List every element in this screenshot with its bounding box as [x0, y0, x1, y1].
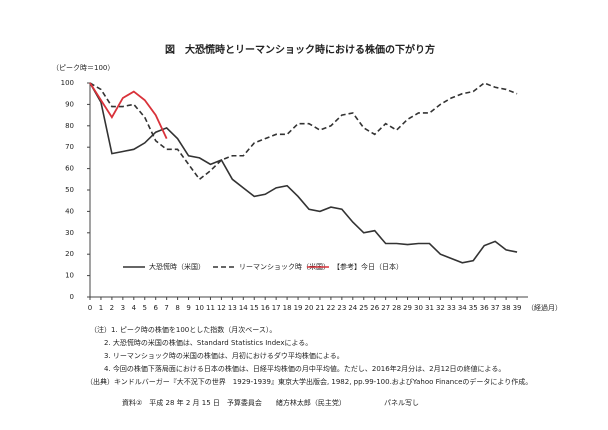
x-tick-label: 2 — [110, 304, 114, 312]
note: 2. 大恐慌時の米国の株価は、Standard Statistics Index… — [104, 338, 312, 347]
x-tick-label: 0 — [88, 304, 92, 312]
x-tick-label: 19 — [294, 304, 303, 312]
x-tick-label: 11 — [206, 304, 215, 312]
x-tick-label: 18 — [283, 304, 292, 312]
x-tick-label: 1 — [99, 304, 103, 312]
note: （出典）キンドルバーガー『大不況下の世界 1929-1939』東京大学出版会, … — [86, 377, 532, 386]
y-tick-label: 30 — [65, 229, 74, 237]
x-tick-label: 8 — [175, 304, 179, 312]
x-tick-label: 21 — [315, 304, 324, 312]
x-tick-label: 5 — [143, 304, 147, 312]
x-tick-label: 22 — [326, 304, 335, 312]
note: 4. 今回の株価下落局面における日本の株価は、日経平均株価の月中平均値。ただし、… — [104, 364, 505, 373]
x-tick-label: 10 — [195, 304, 204, 312]
x-tick-label: 17 — [272, 304, 281, 312]
footer-right: パネル写し — [384, 399, 419, 407]
y-tick-label: 70 — [65, 143, 74, 151]
y-tick-label: 50 — [65, 186, 74, 194]
chart-title: 図 大恐慌時とリーマンショック時における株価の下がり方 — [165, 43, 435, 56]
x-tick-label: 26 — [370, 304, 379, 312]
x-tick-label: 7 — [164, 304, 168, 312]
x-tick-label: 9 — [186, 304, 190, 312]
x-tick-label: 31 — [425, 304, 434, 312]
x-tick-label: 38 — [502, 304, 511, 312]
x-tick-label: 29 — [403, 304, 412, 312]
x-tick-label: 12 — [217, 304, 226, 312]
x-tick-label: 14 — [239, 304, 248, 312]
x-tick-label: 15 — [250, 304, 259, 312]
y-tick-label: 0 — [70, 293, 74, 301]
y-tick-label: 100 — [61, 79, 74, 87]
y-tick-label: 10 — [65, 272, 74, 280]
y-tick-label: 20 — [65, 250, 74, 258]
x-tick-label: 6 — [153, 304, 158, 312]
legend-label: リーマンショック時（米国） — [239, 262, 330, 271]
series-line — [89, 82, 518, 181]
x-tick-label: 30 — [414, 304, 423, 312]
x-tick-label: 23 — [337, 304, 346, 312]
x-tick-label: 3 — [121, 304, 125, 312]
y-tick-label: 60 — [65, 165, 74, 173]
x-tick-label: 25 — [359, 304, 368, 312]
x-tick-label: 24 — [348, 304, 357, 312]
x-tick-label: 32 — [436, 304, 445, 312]
x-tick-label: 35 — [469, 304, 478, 312]
x-tick-label: 33 — [447, 304, 456, 312]
footer: 資料② 平成 28 年 2 月 15 日 予算委員会 緒方林太郎（民主党） — [122, 398, 346, 407]
legend-label: 【参考】今日（日本） — [333, 262, 403, 271]
x-tick-label: 13 — [228, 304, 237, 312]
y-axis-label: （ピーク時＝100） — [52, 64, 114, 72]
x-axis-label: （経過月） — [527, 303, 562, 312]
x-tick-label: 28 — [392, 304, 401, 312]
x-tick-label: 16 — [261, 304, 270, 312]
legend-label: 大恐慌時（米国） — [149, 262, 205, 271]
y-tick-label: 40 — [65, 207, 74, 215]
note: 3. リーマンショック時の米国の株価は、月初におけるダウ平均株価による。 — [104, 351, 344, 360]
note: （注）1. ピーク時の株価を100とした指数（月次ベース）。 — [90, 325, 276, 334]
x-tick-label: 27 — [381, 304, 390, 312]
x-tick-label: 20 — [305, 304, 314, 312]
y-tick-label: 80 — [65, 122, 74, 130]
x-tick-label: 34 — [458, 304, 467, 312]
x-tick-label: 4 — [132, 304, 137, 312]
x-tick-label: 37 — [491, 304, 500, 312]
series-line — [89, 82, 518, 264]
x-tick-label: 39 — [513, 304, 522, 312]
x-tick-label: 36 — [480, 304, 489, 312]
y-tick-label: 90 — [65, 100, 74, 108]
series-line — [89, 82, 168, 140]
